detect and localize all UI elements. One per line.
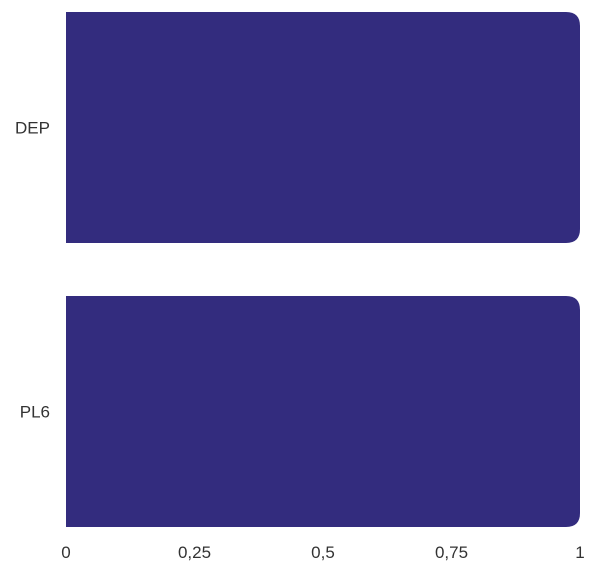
x-tick-label: 1 [575,543,584,562]
x-tick-label: 0,25 [178,543,211,562]
x-tick-label: 0 [61,543,70,562]
x-axis-tick-labels: 0 0,25 0,5 0,75 1 [61,543,584,562]
bars-group [66,12,580,527]
bar-pl6 [66,296,580,527]
category-labels: DEP PL6 [15,119,50,422]
x-tick-label: 0,5 [311,543,335,562]
category-label-pl6: PL6 [20,403,50,422]
x-tick-label: 0,75 [435,543,468,562]
bar-dep [66,12,580,243]
category-label-dep: DEP [15,119,50,138]
